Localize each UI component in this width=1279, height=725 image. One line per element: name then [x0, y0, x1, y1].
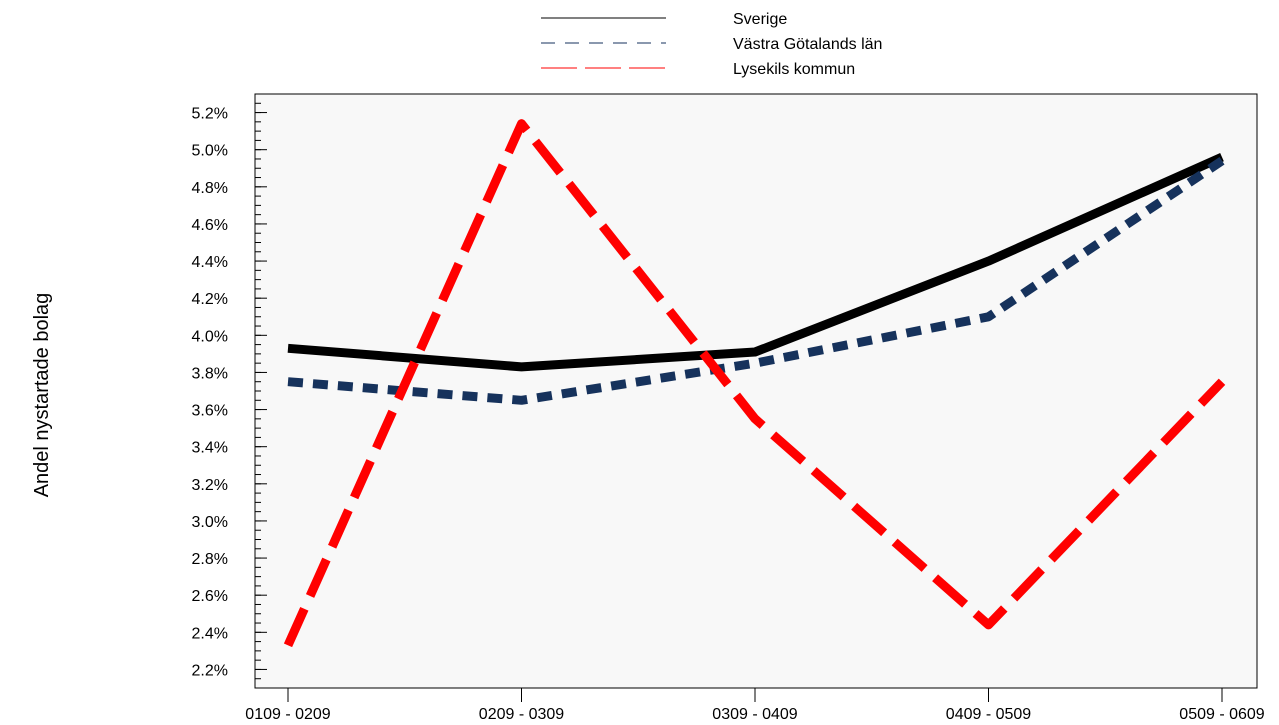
y-tick-label: 3.2%: [192, 477, 228, 494]
series-lines: [283, 119, 1226, 648]
legend-label: Lysekils kommun: [733, 61, 855, 78]
y-axis-title: Andel nystartade bolag: [31, 293, 53, 498]
y-tick-label: 2.2%: [192, 662, 228, 679]
y-tick-label: 5.2%: [192, 106, 228, 123]
y-tick-label: 3.4%: [192, 440, 228, 457]
x-tick-label: 0309 - 0409: [712, 706, 798, 723]
x-tick-label: 0209 - 0309: [479, 706, 565, 723]
y-tick-label: 4.6%: [192, 217, 228, 234]
legend-label: Västra Götalands län: [733, 36, 882, 53]
y-tick-label: 4.4%: [192, 254, 228, 271]
y-tick-label: 2.6%: [192, 588, 228, 605]
y-axis: 2.2% 2.4% 2.6% 2.8% 3.0% 3.2% 3.4% 3.6% 3.8% 4.0%…: [192, 102, 267, 679]
series-line: [287, 157, 1225, 405]
y-tick-label: 3.0%: [192, 514, 228, 531]
y-tick-label: 3.6%: [192, 403, 228, 420]
y-tick-label: 4.8%: [192, 180, 228, 197]
y-tick-label: 4.0%: [192, 328, 228, 345]
series-line: [283, 119, 1226, 648]
x-tick-label: 0509 - 0609: [1179, 706, 1265, 723]
x-tick-label: 0409 - 0509: [946, 706, 1032, 723]
legend: Sverige Västra Götalands län Lysekils komm…: [541, 11, 882, 78]
y-tick-label: 5.0%: [192, 143, 228, 160]
y-tick-label: 2.8%: [192, 551, 228, 568]
x-tick-label: 0109 - 0209: [245, 706, 331, 723]
y-tick-label: 3.8%: [192, 365, 228, 382]
y-tick-label: 2.4%: [192, 625, 228, 642]
x-axis: 0109 - 0209 0209 - 0309 0309 - 0409 0409 - …: [245, 688, 1265, 723]
series-line: [287, 152, 1224, 372]
y-tick-label: 4.2%: [192, 291, 228, 308]
legend-label: Sverige: [733, 11, 787, 28]
